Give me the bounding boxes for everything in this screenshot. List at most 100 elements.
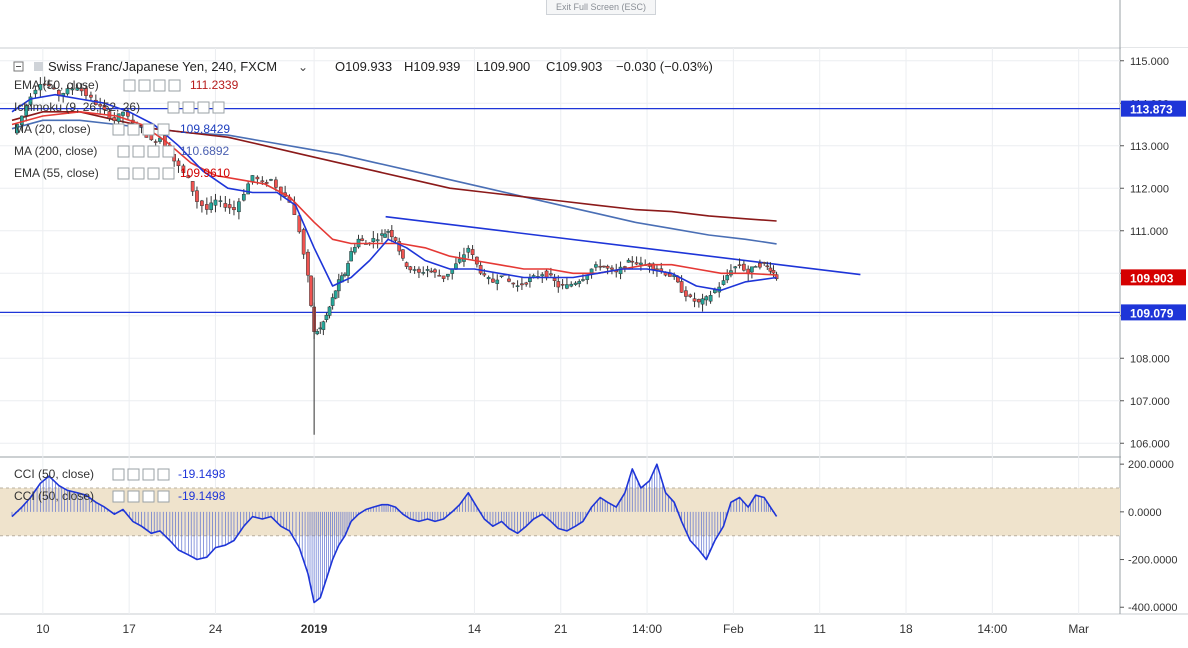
last-price-label: 109.903 xyxy=(1130,271,1174,285)
candle xyxy=(594,261,598,272)
indicator-control-icon[interactable] xyxy=(117,167,130,180)
indicator-control-icon[interactable] xyxy=(182,101,195,114)
candle-body xyxy=(721,280,726,285)
candle-body xyxy=(70,88,75,91)
candle-body xyxy=(441,275,446,279)
last-price-tag[interactable] xyxy=(1121,269,1186,286)
candle xyxy=(495,274,500,291)
level-price-tag[interactable] xyxy=(1121,304,1186,321)
candle-body xyxy=(324,314,329,321)
candle-body xyxy=(733,266,738,269)
candle xyxy=(79,83,84,96)
indicator-control-icon[interactable] xyxy=(112,468,125,481)
candle-body xyxy=(349,251,353,262)
indicator-control-icon[interactable] xyxy=(197,101,210,114)
price-tick-label: 106.000 xyxy=(1130,438,1170,450)
candle xyxy=(204,197,209,215)
price-tick-label: 111.000 xyxy=(1130,226,1168,238)
candle-body xyxy=(742,263,746,271)
indicator-control-icon[interactable] xyxy=(117,145,130,158)
candle xyxy=(692,292,697,308)
candle-body xyxy=(486,277,491,280)
indicator-control-icon[interactable] xyxy=(142,490,155,503)
indicator-control-icon[interactable] xyxy=(112,490,125,503)
candle-body xyxy=(470,249,475,255)
price-axis[interactable]: 115.000114.000113.000112.000111.000110.0… xyxy=(1120,48,1188,614)
candle-body xyxy=(333,290,338,299)
candle xyxy=(618,261,623,280)
time-tick-label: 21 xyxy=(554,622,568,636)
candle xyxy=(70,83,75,95)
indicator-control-icon[interactable] xyxy=(168,79,181,92)
candle-body xyxy=(765,265,770,268)
candle xyxy=(389,225,394,243)
candle-body xyxy=(33,89,38,95)
candle-body xyxy=(223,203,228,208)
candle xyxy=(565,276,569,290)
candle xyxy=(721,275,726,286)
time-tick-label: 14:00 xyxy=(977,622,1007,636)
candle xyxy=(333,290,338,300)
cci-legend-label: CCI (50, close) xyxy=(14,467,94,481)
candle xyxy=(15,123,19,135)
candle xyxy=(437,269,442,277)
indicator-control-icon[interactable] xyxy=(147,167,160,180)
trendline-segment[interactable] xyxy=(385,215,861,276)
indicator-label: EMA (55, close) xyxy=(14,166,99,180)
indicator-control-icon[interactable] xyxy=(132,145,145,158)
indicator-control-icon[interactable] xyxy=(112,123,125,136)
candle xyxy=(491,272,495,283)
indicator-control-icon[interactable] xyxy=(142,468,155,481)
candle xyxy=(700,293,705,312)
indicator-control-icon[interactable] xyxy=(138,79,151,92)
indicator-control-icon[interactable] xyxy=(212,101,225,114)
candle-body xyxy=(688,294,693,297)
indicator-control-icon[interactable] xyxy=(157,490,170,503)
indicator-control-icon[interactable] xyxy=(127,468,140,481)
candle-body xyxy=(697,299,701,303)
indicator-control-icon[interactable] xyxy=(153,79,166,92)
candle xyxy=(762,261,767,266)
candle-body xyxy=(602,265,606,268)
candle-body xyxy=(274,179,278,188)
trendline[interactable] xyxy=(385,215,861,276)
time-axis: 10 17 24 2019 14 21 14:00 Feb 11 18 14:00 Mar xyxy=(36,622,1089,636)
candle-body xyxy=(528,278,532,282)
indicator-control-icon[interactable] xyxy=(142,123,155,136)
indicator-control-icon[interactable] xyxy=(123,79,136,92)
candle xyxy=(446,273,450,281)
candle-body xyxy=(725,275,730,281)
candle-body xyxy=(762,262,767,264)
candle-body xyxy=(511,282,516,285)
price-axis-bg[interactable] xyxy=(1121,48,1188,612)
indicator-control-icon[interactable] xyxy=(157,468,170,481)
candle xyxy=(602,265,606,268)
candle-body xyxy=(321,321,326,330)
candle-body xyxy=(24,105,29,116)
chevron-down-icon: ⌄ xyxy=(298,60,308,74)
indicator-control-icon[interactable] xyxy=(157,123,170,136)
indicator-control-icon[interactable] xyxy=(162,145,175,158)
candle-body xyxy=(700,298,705,305)
indicator-control-icon[interactable] xyxy=(132,167,145,180)
indicator-control-icon[interactable] xyxy=(127,490,140,503)
indicator-control-icon[interactable] xyxy=(167,101,180,114)
candle-body xyxy=(112,117,117,122)
indicator-control-icon[interactable] xyxy=(127,123,140,136)
indicator-control-icon[interactable] xyxy=(147,145,160,158)
candle xyxy=(269,178,273,182)
ema55-line xyxy=(11,111,777,276)
candle-body xyxy=(437,275,442,277)
candle-body xyxy=(393,237,398,241)
candle xyxy=(421,266,426,276)
candle xyxy=(360,235,365,242)
candle-body xyxy=(610,267,614,270)
indicator-control-icon[interactable] xyxy=(162,167,175,180)
exit-fullscreen-button[interactable]: Exit Full Screen (ESC) xyxy=(546,0,656,15)
level-price-tag[interactable] xyxy=(1121,100,1186,117)
candle xyxy=(38,77,43,98)
candle xyxy=(223,195,228,212)
candle-body xyxy=(306,251,310,276)
candle xyxy=(52,84,56,90)
